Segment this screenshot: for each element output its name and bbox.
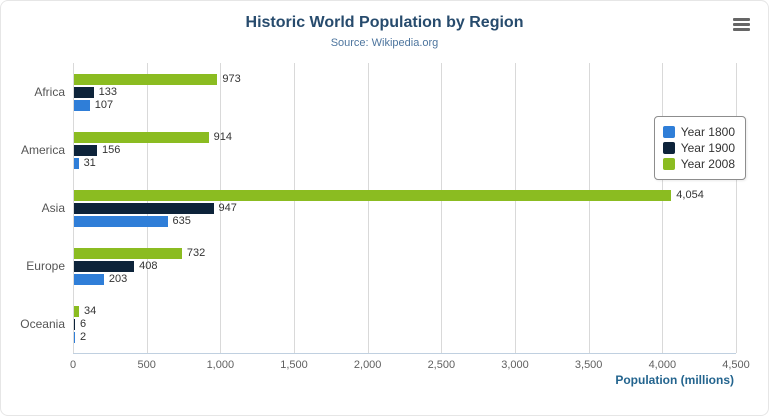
x-tick-label: 4,500 — [722, 359, 750, 371]
gridline — [588, 63, 590, 353]
legend-label: Year 1800 — [680, 125, 735, 139]
bar-year-1800-oceania[interactable] — [74, 331, 75, 343]
bar-year-1800-europe[interactable] — [74, 273, 104, 285]
x-tick-label: 2,500 — [427, 359, 456, 371]
category-label-asia: Asia — [41, 201, 65, 215]
bar-year-1900-asia[interactable] — [74, 202, 214, 214]
x-tick-label: 2,000 — [353, 359, 382, 371]
legend: Year 1800 Year 1900 Year 2008 — [653, 116, 746, 180]
x-tick-label: 1,000 — [206, 359, 235, 371]
hamburger-menu-icon[interactable] — [733, 18, 750, 31]
bar-year-1900-oceania[interactable] — [74, 318, 75, 330]
bar-year-1900-europe[interactable] — [74, 260, 135, 272]
bar-year-2008-america[interactable] — [74, 131, 209, 143]
legend-item-year-2008[interactable]: Year 2008 — [662, 157, 735, 171]
x-axis-title: Population (millions) — [615, 373, 734, 387]
legend-marker-icon — [662, 126, 675, 138]
category-label-america: America — [20, 143, 65, 157]
gridline — [294, 63, 295, 353]
gridline — [367, 63, 369, 353]
data-label: 4,054 — [676, 188, 704, 201]
data-label: 973 — [222, 72, 241, 85]
data-label: 947 — [218, 201, 237, 214]
data-label: 107 — [94, 98, 114, 111]
legend-label: Year 1900 — [680, 141, 735, 155]
gridline — [441, 63, 443, 353]
category-label-africa: Africa — [34, 85, 65, 99]
data-label: 408 — [139, 259, 158, 272]
bar-year-2008-africa[interactable] — [74, 73, 218, 85]
gridline — [515, 63, 516, 353]
legend-item-year-1800[interactable]: Year 1800 — [662, 125, 735, 139]
legend-marker-icon — [662, 158, 675, 170]
bar-year-2008-europe[interactable] — [74, 247, 182, 259]
bar-year-1800-asia[interactable] — [74, 215, 168, 227]
x-tick-label: 0 — [69, 359, 77, 371]
data-label: 6 — [80, 317, 87, 330]
data-label: 914 — [213, 130, 233, 143]
data-label: 34 — [84, 304, 97, 317]
gridline — [220, 63, 222, 353]
bar-year-2008-asia[interactable] — [74, 189, 672, 201]
bar-year-1900-africa[interactable] — [74, 86, 94, 98]
bar-year-1800-africa[interactable] — [74, 99, 90, 111]
bar-year-2008-oceania[interactable] — [74, 305, 79, 317]
chart-title: Historic World Population by Region — [245, 14, 524, 31]
gridline — [736, 63, 737, 353]
data-label: 203 — [108, 272, 128, 285]
bar-year-1800-america[interactable] — [74, 157, 79, 169]
bar-year-1900-america[interactable] — [74, 144, 97, 156]
data-label: 31 — [83, 156, 96, 169]
legend-item-year-1900[interactable]: Year 1900 — [662, 141, 735, 155]
legend-marker-icon — [662, 142, 675, 154]
data-label: 732 — [186, 246, 206, 259]
x-tick-label: 4,000 — [648, 359, 677, 371]
x-tick-label: 1,500 — [280, 359, 308, 371]
chart-subtitle: Source: Wikipedia.org — [330, 37, 439, 49]
data-label: 2 — [80, 330, 87, 343]
gridline — [662, 63, 664, 353]
data-label: 133 — [98, 85, 117, 98]
category-label-oceania: Oceania — [20, 317, 65, 331]
data-label: 156 — [101, 143, 121, 156]
x-tick-label: 3,500 — [574, 359, 603, 371]
data-label: 635 — [172, 214, 191, 227]
legend-label: Year 2008 — [680, 157, 735, 171]
x-axis-line — [73, 353, 736, 354]
category-label-europe: Europe — [26, 259, 65, 273]
x-tick-label: 500 — [137, 359, 156, 371]
gridline — [73, 63, 74, 353]
x-tick-label: 3,000 — [501, 359, 529, 371]
